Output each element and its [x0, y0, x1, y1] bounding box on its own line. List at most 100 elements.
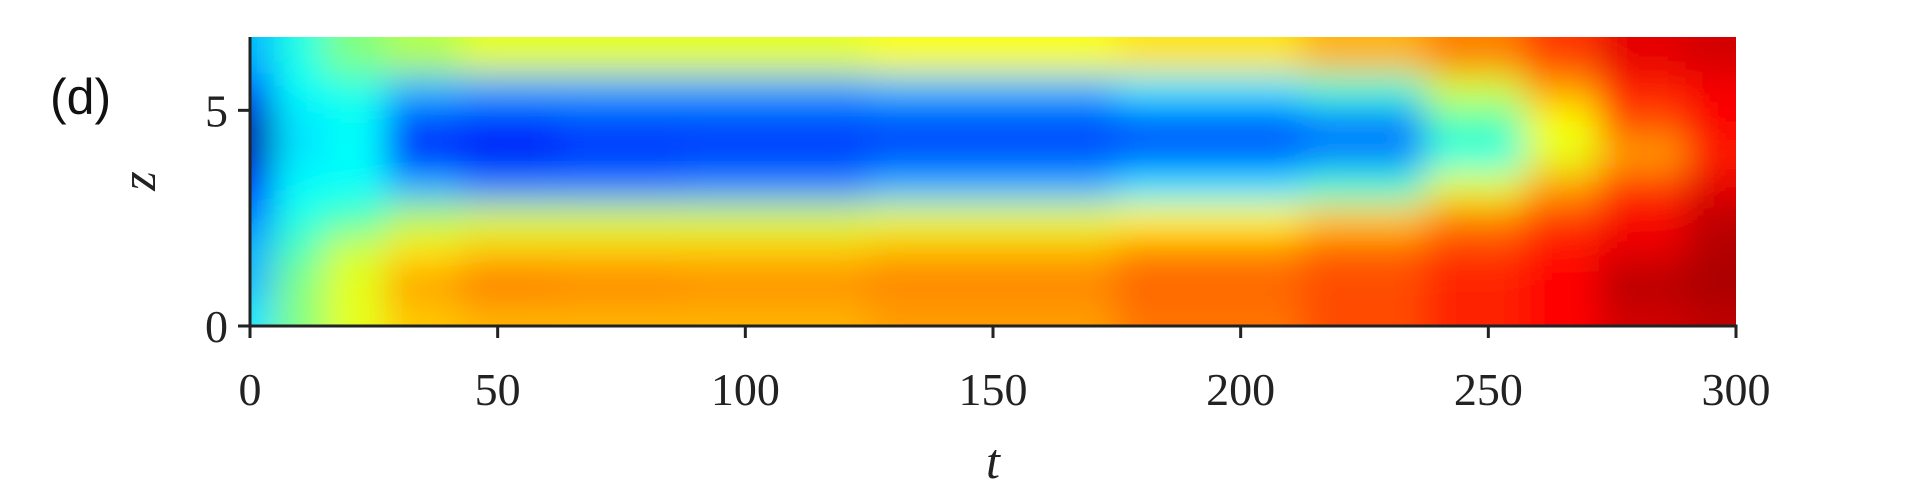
heatmap-cells: [250, 37, 1736, 326]
heatmap-cell: [1598, 71, 1688, 106]
heatmap-cell: [1524, 233, 1601, 268]
heatmap-cell: [250, 298, 276, 326]
x-tick-label: 0: [239, 364, 262, 415]
heatmap-cell: [273, 103, 326, 139]
heatmap-cell: [1115, 168, 1304, 203]
heatmap-cell: [1425, 136, 1527, 171]
heatmap-cell: [250, 265, 276, 301]
heatmap-cell: [1301, 103, 1428, 139]
heatmap-cell: [868, 71, 1118, 106]
heatmap-cell: [323, 103, 388, 139]
heatmap-cell: [682, 298, 871, 326]
x-axis-label: t: [986, 433, 1001, 489]
heatmap-cell: [323, 298, 388, 326]
heatmap-cell: [385, 136, 462, 171]
heatmap-cell: [385, 103, 462, 139]
heatmap-cell: [1524, 200, 1601, 236]
heatmap-cell: [1685, 298, 1736, 326]
y-axis-label: z: [110, 171, 166, 191]
heatmap-cell: [323, 233, 388, 268]
heatmap-cell: [1301, 37, 1428, 74]
heatmap-cell: [1115, 136, 1304, 171]
heatmap-cell: [1115, 265, 1304, 301]
heatmap-cell: [1301, 298, 1428, 326]
x-tick-label: 100: [711, 364, 780, 415]
heatmap-cell: [459, 298, 561, 326]
heatmap-cell: [323, 200, 388, 236]
heatmap-cell: [1685, 168, 1736, 203]
heatmap-cell: [682, 136, 871, 171]
heatmap-cell: [385, 265, 462, 301]
heatmap-cell: [1598, 136, 1688, 171]
heatmap-cell: [1524, 265, 1601, 301]
heatmap-cell: [558, 298, 685, 326]
y-tick-label: 5: [205, 85, 228, 136]
heatmap-cell: [682, 103, 871, 139]
x-tick-label: 250: [1454, 364, 1523, 415]
heatmap-cell: [1598, 233, 1688, 268]
heatmap-cell: [1425, 298, 1527, 326]
heatmap-cell: [273, 298, 326, 326]
heatmap-cell: [273, 168, 326, 203]
heatmap-cell: [1685, 200, 1736, 236]
x-tick-label: 150: [959, 364, 1028, 415]
heatmap-cell: [1425, 200, 1527, 236]
heatmap-cell: [1598, 103, 1688, 139]
heatmap-cell: [1115, 298, 1304, 326]
heatmap-cell: [1425, 71, 1527, 106]
heatmap-cell: [868, 265, 1118, 301]
heatmap-cell: [1524, 298, 1601, 326]
panel-label: (d): [50, 69, 111, 125]
heatmap-cell: [459, 136, 561, 171]
heatmap-cell: [250, 233, 276, 268]
heatmap-cell: [558, 233, 685, 268]
heatmap-cell: [682, 233, 871, 268]
heatmap-cell: [1115, 233, 1304, 268]
heatmap-cell: [273, 233, 326, 268]
heatmap-cell: [1115, 71, 1304, 106]
heatmap-cell: [1524, 136, 1601, 171]
heatmap-cell: [250, 200, 276, 236]
heatmap-cell: [250, 37, 276, 74]
heatmap-cell: [250, 103, 276, 139]
heatmap-cell: [868, 298, 1118, 326]
heatmap-cell: [273, 37, 326, 74]
heatmap-cell: [385, 298, 462, 326]
heatmap-cell: [682, 265, 871, 301]
heatmap-cell: [558, 103, 685, 139]
heatmap-cell: [323, 71, 388, 106]
heatmap-cell: [1425, 103, 1527, 139]
heatmap-cell: [682, 37, 871, 74]
heatmap-cell: [1301, 168, 1428, 203]
heatmap-cell: [868, 37, 1118, 74]
heatmap-cell: [250, 71, 276, 106]
heatmap-cell: [1685, 233, 1736, 268]
heatmap-cell: [1524, 103, 1601, 139]
heatmap-cell: [385, 37, 462, 74]
heatmap-cell: [868, 136, 1118, 171]
heatmap-cell: [1115, 37, 1304, 74]
heatmap-cell: [558, 265, 685, 301]
heatmap-cell: [459, 233, 561, 268]
heatmap-cell: [1425, 233, 1527, 268]
heatmap-cell: [385, 168, 462, 203]
heatmap-cell: [1685, 136, 1736, 171]
heatmap-cell: [1598, 298, 1688, 326]
heatmap-cell: [1598, 265, 1688, 301]
heatmap-cell: [1685, 265, 1736, 301]
heatmap-cell: [459, 200, 561, 236]
heatmap-cell: [250, 168, 276, 203]
heatmap-cell: [1425, 37, 1527, 74]
heatmap-cell: [1301, 71, 1428, 106]
heatmap-cell: [558, 136, 685, 171]
heatmap-cell: [385, 71, 462, 106]
heatmap-cell: [323, 168, 388, 203]
heatmap-cell: [868, 168, 1118, 203]
heatmap-cell: [1115, 200, 1304, 236]
heatmap-cell: [1301, 265, 1428, 301]
heatmap-cell: [682, 168, 871, 203]
heatmap-cell: [273, 265, 326, 301]
heatmap-cell: [273, 71, 326, 106]
heatmap-cell: [1524, 37, 1601, 74]
